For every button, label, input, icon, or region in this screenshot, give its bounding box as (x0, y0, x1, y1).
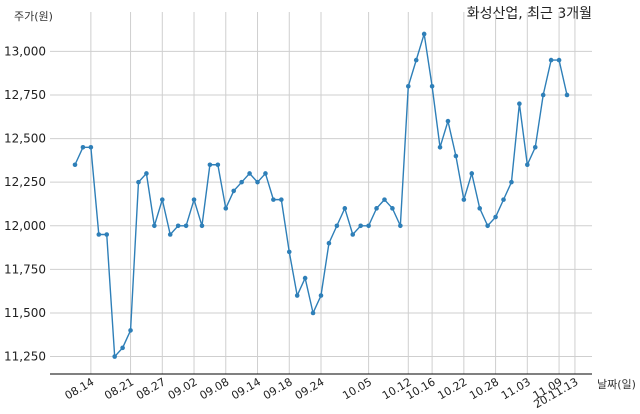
data-point (255, 179, 260, 185)
y-tick-label: 12,000 (4, 219, 46, 233)
x-axis-label: 날짜(일) (597, 378, 636, 391)
data-point (310, 310, 316, 316)
data-point (231, 188, 237, 194)
chart-title: 화성산업, 최근 3개월 (466, 6, 592, 22)
data-point (96, 232, 102, 237)
data-point (286, 249, 292, 255)
x-tick-label: 09.24 (293, 375, 327, 402)
data-point (525, 162, 530, 168)
x-tick-label: 08.27 (134, 375, 168, 402)
data-point (398, 223, 403, 229)
data-point (88, 145, 94, 150)
data-point (405, 83, 411, 89)
x-tick-label: 10.22 (436, 375, 470, 402)
data-point (144, 171, 149, 176)
data-point (183, 223, 189, 229)
x-tick-label: 10.28 (467, 375, 501, 402)
data-point (326, 240, 332, 246)
y-tick-label: 12,500 (4, 132, 46, 146)
x-tick-label: 08.21 (102, 375, 136, 402)
data-point (152, 223, 157, 229)
data-point (199, 223, 205, 229)
data-point (564, 92, 570, 98)
data-point (532, 145, 538, 150)
data-point (294, 293, 300, 298)
y-tick-label: 12,750 (4, 88, 46, 102)
x-tick-label: 11.03 (499, 375, 533, 402)
data-point (469, 171, 475, 176)
data-point (128, 328, 133, 333)
data-point (136, 179, 141, 185)
data-point (548, 57, 554, 63)
x-tick-label: 09.02 (166, 375, 200, 402)
x-tick-label: 09.14 (229, 375, 263, 402)
data-point (445, 118, 451, 124)
data-point (390, 206, 395, 211)
data-point (207, 162, 213, 168)
price-points (72, 31, 570, 359)
x-tick-label: 08.14 (63, 375, 97, 402)
data-point (263, 171, 268, 176)
data-point (80, 145, 86, 150)
x-grid (90, 12, 576, 374)
data-point (342, 206, 348, 211)
data-point (112, 354, 117, 359)
data-point (302, 275, 308, 281)
data-point (556, 57, 562, 63)
data-point (366, 223, 371, 229)
data-point (382, 197, 387, 202)
y-tick-label: 11,750 (4, 262, 46, 276)
data-point (501, 197, 506, 202)
data-point (318, 293, 324, 298)
y-axis-label: 주가(원) (14, 10, 53, 23)
data-point (72, 162, 78, 168)
data-point (517, 101, 522, 107)
data-point (358, 223, 363, 229)
data-point (215, 162, 221, 168)
data-point (453, 153, 459, 159)
data-point (374, 206, 379, 211)
data-point (485, 223, 490, 229)
y-tick-label: 12,250 (4, 175, 46, 189)
data-point (477, 206, 483, 211)
data-point (421, 31, 427, 37)
y-tick-label: 11,500 (4, 306, 46, 320)
data-point (540, 92, 546, 98)
data-point (493, 214, 498, 220)
x-tick-label: 10.05 (340, 375, 374, 402)
x-ticks: 08.14 08.2108.2709.0209.0809.1409.1809.24… (63, 375, 581, 411)
data-point (159, 197, 165, 202)
x-tick-label: 09.18 (261, 375, 295, 402)
y-ticks: 11,250 11,500 11,750 12,000 12,250 12,500 12,7… (4, 44, 46, 363)
data-point (350, 232, 356, 237)
data-point (175, 223, 181, 229)
data-point (239, 179, 244, 185)
data-point (437, 145, 443, 150)
data-point (247, 171, 252, 176)
data-point (279, 197, 284, 202)
data-point (120, 345, 125, 351)
data-point (429, 83, 435, 89)
x-tick-label: 09.08 (197, 375, 231, 402)
data-point (334, 223, 340, 229)
data-point (104, 232, 110, 237)
data-point (509, 179, 514, 185)
data-point (191, 197, 197, 202)
y-tick-label: 13,000 (4, 44, 46, 58)
data-point (223, 206, 229, 211)
data-point (413, 57, 419, 63)
y-tick-label: 11,250 (4, 350, 46, 364)
data-point (461, 197, 467, 202)
data-point (271, 197, 276, 202)
data-point (167, 232, 173, 237)
